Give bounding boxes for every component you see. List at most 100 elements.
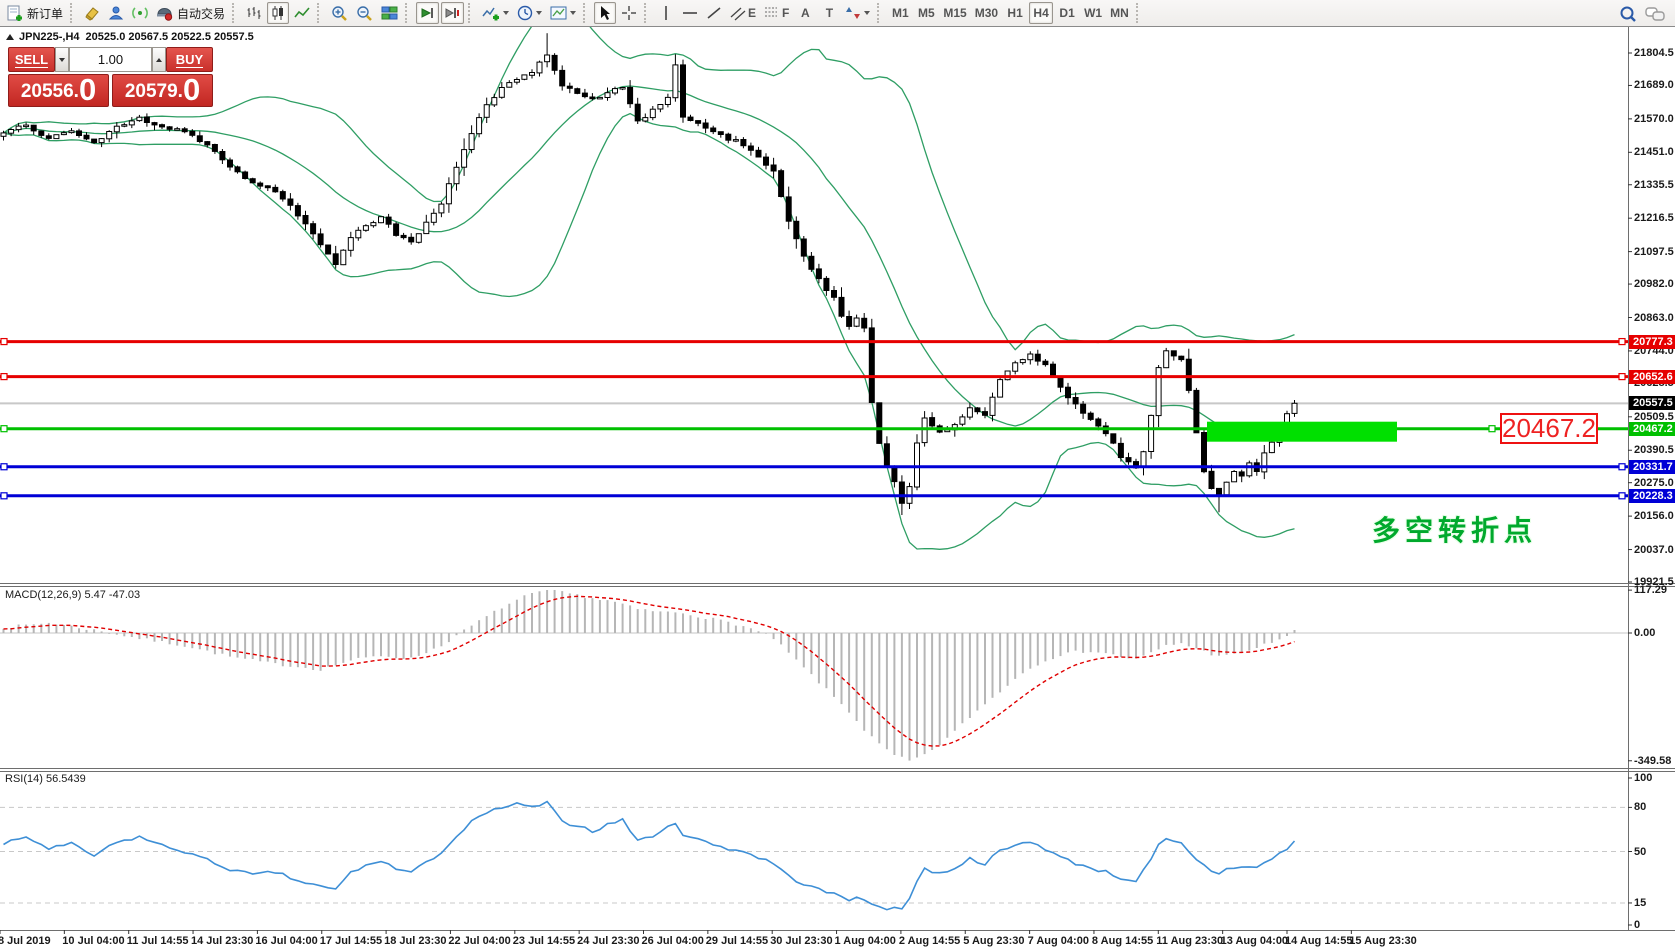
timeframe-h1-button[interactable]: H1 <box>1003 2 1027 24</box>
toolbar-grip <box>468 3 475 23</box>
ohlc-values: 20525.0 20567.5 20522.5 20557.5 <box>85 31 254 43</box>
zoom-out-button[interactable] <box>353 2 376 24</box>
fibonacci-button[interactable]: F <box>761 2 792 24</box>
text-glyph: A <box>801 6 810 20</box>
timeframe-m5-glyph: M5 <box>918 6 935 20</box>
text-label-button[interactable]: T <box>818 2 840 24</box>
horizontal-line-icon <box>682 8 698 18</box>
rsi-pane-splitter[interactable] <box>0 768 1675 772</box>
tile-windows-button[interactable] <box>378 2 401 24</box>
price-tick-label: 21570.0 <box>1634 112 1674 125</box>
time-axis-label: 5 Aug 23:30 <box>963 935 1025 947</box>
price-callout-box[interactable]: 20467.2 <box>1500 413 1598 444</box>
time-axis-label: 7 Aug 04:00 <box>1027 935 1089 947</box>
indicators-button[interactable] <box>479 2 512 24</box>
text-label-glyph: T <box>825 6 834 20</box>
toolbar-grip <box>1135 3 1143 23</box>
trendline-button[interactable] <box>703 2 725 24</box>
timeframe-h4-button[interactable]: H4 <box>1029 2 1054 24</box>
cursor-button[interactable] <box>594 2 617 24</box>
sell-button[interactable]: SELL <box>8 47 55 72</box>
auto-scroll-button[interactable] <box>416 2 440 24</box>
timeframe-m15-button[interactable]: M15 <box>940 2 969 24</box>
time-axis-label: 16 Jul 04:00 <box>255 935 318 947</box>
macd-histogram <box>2 590 1296 761</box>
rsi-tick-label: 80 <box>1634 801 1647 814</box>
sell-price-display[interactable]: 20556. 0 <box>8 74 109 107</box>
timeframe-m5-button[interactable]: M5 <box>914 2 938 24</box>
price-tick-label: 20390.5 <box>1634 444 1674 457</box>
chinese-note-text[interactable]: 多空转折点 <box>1372 515 1538 546</box>
toolbar-grip <box>583 3 590 23</box>
line-chart-button[interactable] <box>291 2 313 24</box>
periods-button[interactable] <box>514 2 545 24</box>
rsi-tick-label: 100 <box>1634 772 1653 784</box>
price-tick-label: 21689.0 <box>1634 79 1674 92</box>
macd-pane-splitter[interactable] <box>0 583 1675 587</box>
rsi-tick-label: 15 <box>1634 897 1647 909</box>
volume-input[interactable]: 1.00 <box>69 47 152 72</box>
auto-trading-button[interactable]: 自动交易 <box>153 2 228 24</box>
new-order-button[interactable]: 新订单 <box>3 2 66 24</box>
macd-tick-label: 117.29 <box>1634 584 1668 597</box>
collapse-arrow-icon[interactable] <box>6 34 14 40</box>
templates-button[interactable] <box>547 2 579 24</box>
timeframe-mn-glyph: MN <box>1110 6 1129 20</box>
signals-button[interactable] <box>129 2 151 24</box>
macd-indicator-label: MACD(12,26,9) 5.47 -47.03 <box>5 589 141 601</box>
auto-scroll-icon <box>419 5 436 21</box>
timeframe-d1-button[interactable]: D1 <box>1055 2 1079 24</box>
price-tick-label: 19921.5 <box>1634 576 1674 588</box>
timeframe-w1-glyph: W1 <box>1084 6 1103 20</box>
timeframe-h1-glyph: H1 <box>1007 6 1023 20</box>
timeframe-mn-button[interactable]: MN <box>1107 2 1132 24</box>
price-tick-label: 21804.5 <box>1634 47 1674 59</box>
symbol-period-label: JPN225-,H4 <box>19 31 80 43</box>
time-axis-line <box>0 930 1675 931</box>
search-button[interactable] <box>1616 3 1640 25</box>
timeframe-m1-button[interactable]: M1 <box>888 2 912 24</box>
timeframe-m30-button[interactable]: M30 <box>972 2 1001 24</box>
one-click-trading-panel: SELL 1.00 BUY 20556. 0 20579. 0 <box>8 47 213 107</box>
tile-windows-icon <box>381 5 398 21</box>
equidistant-channel-button[interactable]: E <box>727 2 759 24</box>
timeframe-w1-button[interactable]: W1 <box>1081 2 1105 24</box>
time-axis-label: 23 Jul 14:55 <box>512 935 576 947</box>
chart-shift-button[interactable] <box>441 2 465 24</box>
objects-icon <box>84 5 100 21</box>
zoom-out-icon <box>356 5 373 22</box>
arrows-button[interactable] <box>842 2 873 24</box>
time-axis-label: 14 Aug 14:55 <box>1285 935 1353 947</box>
toolbar-grip <box>405 3 412 23</box>
timeframe-m15-glyph: M15 <box>943 6 967 20</box>
price-tick-label: 20509.5 <box>1634 410 1674 423</box>
volume-decrease-button[interactable] <box>55 47 69 72</box>
trendline-icon <box>706 5 722 21</box>
text-button[interactable]: A <box>794 2 816 24</box>
horizontal-line-button[interactable] <box>679 2 701 24</box>
periods-icon <box>517 5 533 21</box>
buy-button[interactable]: BUY <box>166 47 213 72</box>
buy-price-display[interactable]: 20579. 0 <box>112 74 213 107</box>
crosshair-icon <box>621 5 637 21</box>
rsi-tick-label: 0 <box>1634 919 1641 931</box>
volume-increase-button[interactable] <box>152 47 166 72</box>
new-order-label: 新订单 <box>27 6 64 21</box>
publish-button[interactable] <box>105 2 127 24</box>
macd-tick-label: 0.00 <box>1634 627 1656 639</box>
dropdown-caret-icon <box>503 11 510 15</box>
vertical-line-button[interactable] <box>655 2 677 24</box>
bar-chart-icon <box>246 5 262 21</box>
chart-header: JPN225-,H4 20525.0 20567.5 20522.5 20557… <box>6 31 260 43</box>
publish-icon <box>108 5 124 21</box>
fibonacci-icon <box>764 5 782 21</box>
objects-button[interactable] <box>81 2 103 24</box>
chat-button[interactable] <box>1642 3 1668 25</box>
bar-chart-button[interactable] <box>243 2 265 24</box>
crosshair-button[interactable] <box>618 2 640 24</box>
candlestick-chart-button[interactable] <box>267 2 290 24</box>
vertical-line-icon <box>661 5 671 21</box>
zoom-in-button[interactable] <box>328 2 351 24</box>
time-axis-label: 26 Jul 04:00 <box>641 935 704 947</box>
